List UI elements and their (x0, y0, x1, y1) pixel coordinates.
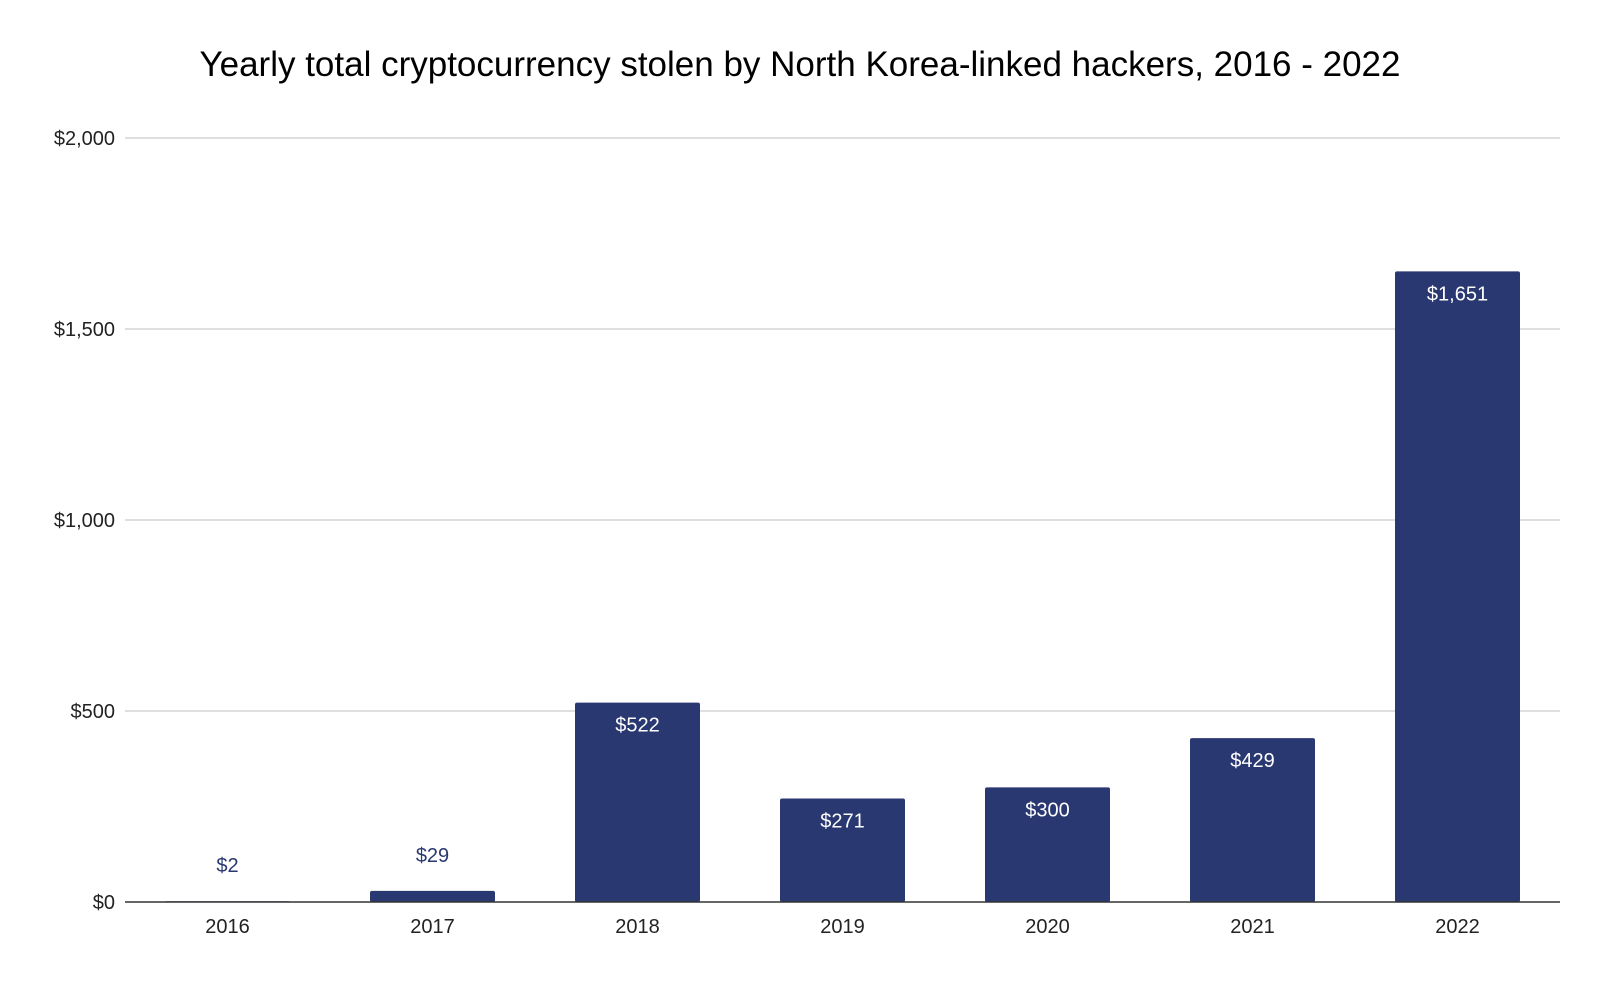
bar (985, 787, 1110, 902)
bar (575, 702, 700, 902)
y-tick-label: $2,000 (54, 128, 115, 150)
x-tick-label: 2022 (1435, 916, 1480, 938)
bar (1395, 271, 1520, 902)
data-label: $429 (1230, 750, 1275, 772)
data-label: $29 (416, 845, 449, 867)
data-labels: $2 $29 $522 $271 $300 $429 $1,651 (216, 283, 1488, 877)
gridlines (125, 137, 1560, 712)
x-tick-label: 2016 (205, 916, 250, 938)
y-tick-label: $1,500 (54, 319, 115, 341)
bar (1190, 738, 1315, 902)
x-tick-label: 2020 (1025, 916, 1070, 938)
data-label: $271 (820, 810, 865, 832)
data-label: $522 (615, 715, 660, 737)
y-tick-label: $1,000 (54, 510, 115, 532)
x-tick-label: 2017 (410, 916, 455, 938)
y-tick-label: $0 (93, 892, 115, 914)
x-tick-label: 2019 (820, 916, 865, 938)
y-axis-ticks: $0 $500 $1,000 $1,500 $2,000 (54, 128, 115, 914)
bars (165, 271, 1520, 902)
bar (780, 798, 905, 902)
data-label: $1,651 (1427, 283, 1488, 305)
x-axis-ticks: 2016 2017 2018 2019 2020 2021 2022 (205, 916, 1480, 938)
y-tick-label: $500 (71, 701, 116, 723)
bar (370, 890, 495, 902)
data-label: $2 (216, 855, 238, 877)
chart-title: Yearly total cryptocurrency stolen by No… (199, 45, 1401, 84)
x-tick-label: 2018 (615, 916, 660, 938)
data-label: $300 (1025, 799, 1070, 821)
x-tick-label: 2021 (1230, 916, 1275, 938)
